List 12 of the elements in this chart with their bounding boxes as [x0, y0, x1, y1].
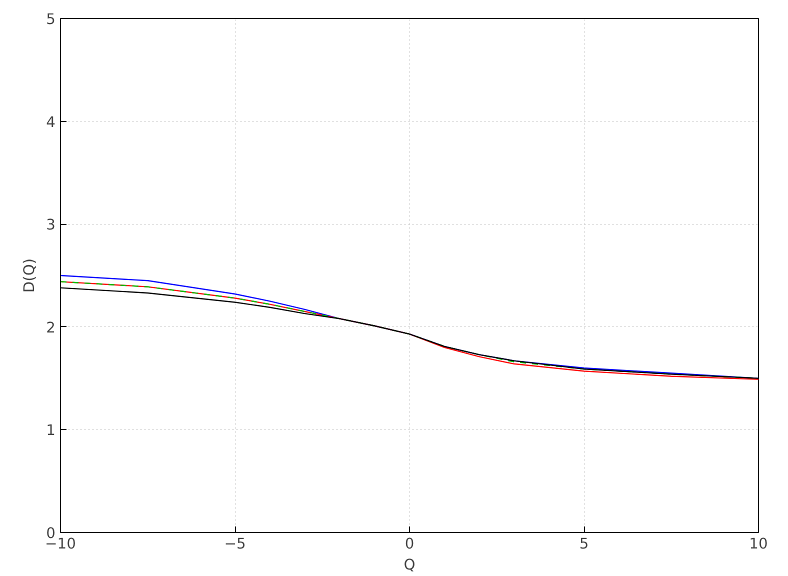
x-tick-label: −5 — [224, 536, 246, 552]
x-tick-label: 5 — [579, 536, 589, 552]
y-tick-label: 4 — [46, 114, 56, 131]
y-tick-label: 2 — [46, 319, 56, 336]
y-axis-title: D(Q) — [21, 258, 38, 293]
x-tick-label: 0 — [404, 536, 414, 552]
x-tick-label: 10 — [749, 536, 768, 552]
x-axis-title: Q — [404, 556, 416, 574]
y-tick-label: 3 — [46, 216, 56, 234]
y-tick-label: 5 — [46, 11, 56, 28]
y-tick-label: 0 — [46, 525, 56, 542]
y-tick-label: 1 — [46, 422, 56, 440]
